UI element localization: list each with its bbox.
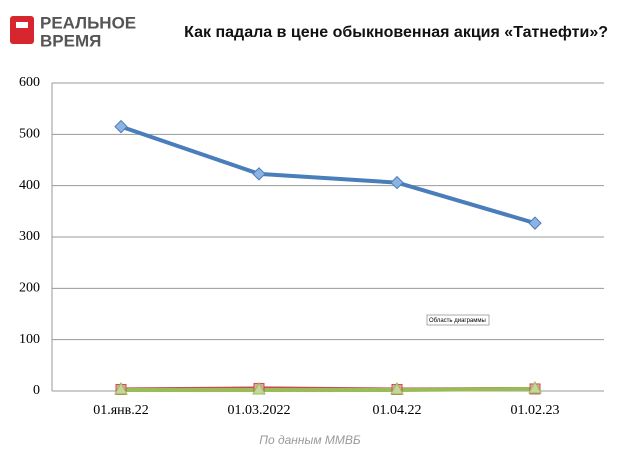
- logo-text: ВРЕМЯ: [40, 31, 101, 50]
- marker: [390, 381, 404, 395]
- y-tick-label: 100: [19, 332, 40, 347]
- marker: [528, 216, 542, 230]
- logo-icon-detail: [16, 22, 28, 28]
- series-line: [120, 124, 536, 226]
- marker: [252, 381, 266, 395]
- y-tick-label: 600: [19, 75, 40, 90]
- x-tick-label: 01.03.2022: [228, 403, 291, 418]
- marker: [114, 119, 128, 134]
- y-tick-label: 400: [19, 178, 40, 193]
- source: По данным ММВБ: [259, 433, 361, 447]
- y-tick-label: 500: [19, 127, 40, 142]
- logo: РЕАЛЬНОЕ ВРЕМЯ: [10, 13, 136, 50]
- y-tick-label: 200: [19, 281, 40, 296]
- y-tick-label: 0: [33, 383, 40, 398]
- x-tick-label: 01.02.23: [511, 403, 560, 418]
- x-tick-label: 01.янв.22: [93, 403, 149, 418]
- logo-icon: [10, 16, 34, 44]
- tooltip: Область диаграммы: [429, 318, 486, 324]
- y-tick-label: 300: [19, 229, 40, 244]
- marker: [528, 380, 542, 394]
- x-tick-label: 01.04.22: [373, 403, 422, 418]
- marker: [114, 381, 128, 395]
- chart-title: Как падала в цене обыкновенная акция «Та…: [184, 24, 608, 41]
- marker: [390, 175, 404, 190]
- tooltip-box: [426, 314, 490, 326]
- marker: [252, 167, 266, 181]
- logo-text: РЕАЛЬНОЕ: [40, 13, 136, 32]
- series-line: [121, 386, 536, 392]
